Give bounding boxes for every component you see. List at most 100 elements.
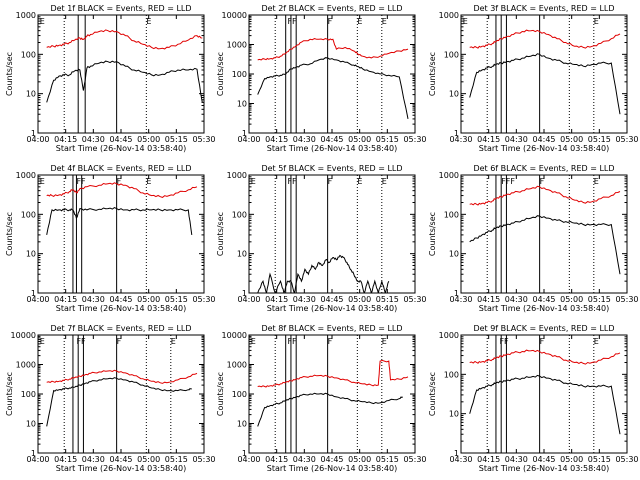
x-tick-label: 05:15 (588, 455, 611, 464)
y-axis-label: Counts/sec (5, 52, 14, 96)
plot-area: FF F E E (257, 15, 409, 133)
events-series-line (257, 254, 390, 293)
chart-title: Det 9f BLACK = Events, RED = LLD (473, 324, 614, 333)
x-tick-label: 04:30 (293, 295, 316, 304)
plot-frame (248, 334, 416, 454)
y-tick-label: 10000 (11, 331, 36, 340)
plot-frame (37, 174, 205, 294)
y-tick-label: 10 (449, 90, 459, 99)
lld-series-line (469, 185, 621, 206)
plot-frame (37, 14, 205, 134)
x-tick-label: 05:00 (137, 295, 160, 304)
plot-frame (37, 334, 205, 454)
lld-series-line (46, 182, 198, 198)
plot-area: FF F E (469, 335, 621, 453)
x-tick-label: 05:00 (137, 455, 160, 464)
x-tick-label: 04:15 (265, 455, 288, 464)
x-tick-label: 05:00 (348, 135, 371, 144)
x-tick-label: 05:00 (348, 295, 371, 304)
y-tick-label: 100 (21, 390, 36, 399)
y-tick-label: 1 (454, 129, 459, 138)
y-tick-label: 100 (232, 390, 247, 399)
marker-label: F (540, 177, 545, 186)
x-tick-label: 04:00 (26, 455, 49, 464)
marker-label: E (382, 337, 387, 346)
y-tick-label: 1 (31, 449, 36, 458)
y-tick-label: 1000 (227, 361, 247, 370)
marker-label: E (146, 177, 151, 186)
chart-title: Det 2f BLACK = Events, RED = LLD (261, 4, 402, 13)
x-tick-label: 05:30 (403, 455, 426, 464)
y-axis-label: Counts/sec (428, 372, 437, 416)
x-tick-label: 05:15 (165, 135, 188, 144)
y-tick-label: 1 (242, 449, 247, 458)
plot-area: FFF F E (469, 175, 621, 293)
lld-series-line (469, 349, 621, 365)
y-axis-label: Counts/sec (216, 212, 225, 256)
y-tick-label: 100 (444, 370, 459, 379)
chart-panel-8: Det 8f BLACK = Events, RED = LLD Start Ti… (216, 324, 427, 473)
x-tick-label: 04:00 (26, 135, 49, 144)
x-tick-label: 04:45 (109, 455, 132, 464)
y-tick-label: 10 (449, 250, 459, 259)
x-tick-label: 04:45 (532, 135, 555, 144)
y-tick-label: 100 (232, 70, 247, 79)
x-tick-label: 05:30 (615, 295, 638, 304)
marker-label: F (328, 177, 333, 186)
y-tick-label: 10000 (222, 331, 247, 340)
x-tick-label: 05:00 (348, 455, 371, 464)
x-tick-label: 04:30 (293, 135, 316, 144)
marker-label: FF (76, 337, 86, 346)
y-tick-label: 10 (237, 250, 247, 259)
x-tick-label: 04:45 (320, 455, 343, 464)
marker-label: E (594, 17, 599, 26)
events-series-line (469, 215, 621, 275)
x-tick-label: 04:45 (320, 295, 343, 304)
marker-label: FF (287, 337, 297, 346)
y-tick-label: 10 (237, 420, 247, 429)
y-tick-label: 100 (232, 210, 247, 219)
y-tick-label: 1 (31, 129, 36, 138)
x-axis-label: Start Time (26-Nov-14 03:58:40) (479, 464, 609, 473)
marker-label: E (146, 17, 151, 26)
x-tick-label: 05:00 (137, 135, 160, 144)
y-tick-label: 1000 (439, 171, 459, 180)
x-axis-label: Start Time (26-Nov-14 03:58:40) (479, 304, 609, 313)
y-tick-label: 10 (26, 90, 36, 99)
plot-area: E FF F E (40, 335, 198, 453)
chart-panel-5: Det 5f BLACK = Events, RED = LLD Start Ti… (216, 164, 427, 313)
y-tick-label: 10 (449, 410, 459, 419)
events-series-line (469, 374, 621, 435)
x-tick-label: 04:30 (82, 295, 105, 304)
x-tick-label: 04:15 (265, 135, 288, 144)
x-tick-label: 05:15 (588, 135, 611, 144)
y-tick-label: 10000 (222, 11, 247, 20)
marker-label: E (382, 17, 387, 26)
chart-panel-2: Det 2f BLACK = Events, RED = LLD Start Ti… (216, 4, 427, 153)
marker-label: E (357, 177, 362, 186)
y-tick-label: 1000 (227, 41, 247, 50)
y-tick-label: 100 (21, 50, 36, 59)
x-tick-label: 05:30 (192, 455, 215, 464)
x-tick-label: 04:45 (532, 295, 555, 304)
y-tick-label: 1000 (16, 361, 36, 370)
x-tick-label: 04:00 (237, 295, 260, 304)
events-series-line (46, 377, 192, 427)
events-series-line (257, 57, 409, 119)
y-tick-label: 1000 (227, 171, 247, 180)
plot-frame (248, 14, 416, 134)
x-tick-label: 05:15 (165, 455, 188, 464)
lld-series-line (46, 369, 198, 384)
marker-label: FF (499, 337, 509, 346)
x-tick-label: 04:00 (237, 455, 260, 464)
lld-series-line (46, 29, 203, 50)
y-axis-label: Counts/sec (5, 212, 14, 256)
chart-title: Det 4f BLACK = Events, RED = LLD (50, 164, 191, 173)
x-tick-label: 04:15 (265, 295, 288, 304)
marker-label: E (40, 17, 45, 26)
y-tick-label: 10 (237, 100, 247, 109)
y-axis-label: Counts/sec (428, 52, 437, 96)
chart-panel-3: Det 3f BLACK = Events, RED = LLD Start Ti… (428, 4, 639, 153)
marker-label: FF (76, 177, 86, 186)
